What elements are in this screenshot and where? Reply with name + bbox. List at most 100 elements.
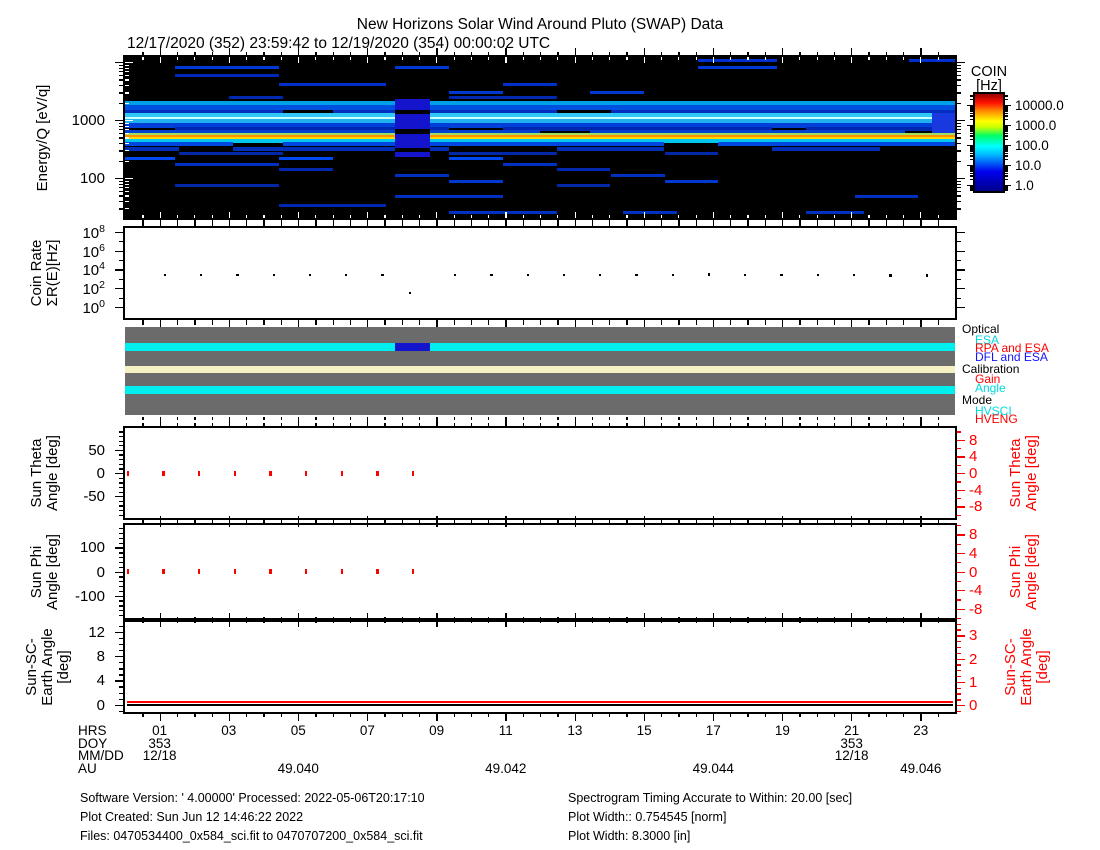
sun-phi-point (340, 569, 343, 574)
tick (211, 320, 213, 323)
tick (436, 714, 438, 721)
tick (816, 57, 818, 60)
tick (1005, 168, 1008, 170)
tick (228, 57, 231, 63)
tick (833, 320, 836, 323)
tick (557, 215, 559, 218)
tick (1005, 175, 1008, 177)
tick (470, 320, 473, 323)
tick (591, 714, 594, 717)
tick (902, 617, 905, 620)
tick (957, 208, 961, 210)
tick (970, 108, 973, 110)
tick (885, 520, 887, 523)
tick (505, 212, 507, 218)
earth-angle-red-line (127, 701, 953, 703)
tick (228, 219, 231, 226)
tick (970, 172, 973, 175)
tick (453, 417, 455, 420)
tick (781, 48, 784, 55)
tick (730, 417, 732, 420)
tick (115, 449, 123, 452)
footer-files: Files: 0470534400_0x584_sci.fit to 04707… (80, 829, 423, 843)
tick (540, 423, 542, 426)
tick (730, 57, 732, 60)
spectrogram-band (718, 142, 955, 147)
tick (194, 714, 196, 717)
tick (228, 318, 231, 325)
tick (115, 473, 123, 475)
tick (957, 658, 965, 660)
spectrogram-band (664, 151, 719, 155)
spectrogram-band (448, 95, 557, 99)
tick (970, 129, 973, 131)
tick (609, 423, 611, 426)
tick (937, 215, 939, 218)
tick (747, 520, 749, 523)
tick (643, 48, 645, 55)
tick (957, 67, 961, 69)
tick (119, 74, 123, 77)
tick (591, 617, 594, 620)
tick (609, 617, 611, 620)
tick (660, 423, 663, 426)
tick (453, 57, 455, 60)
spectrogram-band (805, 127, 955, 131)
tick (119, 668, 123, 670)
spectrogram-panel-frame (123, 55, 957, 220)
xaxis-value: 13 (567, 723, 583, 738)
tick (816, 215, 818, 218)
tick (540, 52, 542, 55)
tick (419, 322, 421, 325)
tick (119, 278, 123, 281)
status-stripe-optical-esa (125, 343, 955, 351)
tick (885, 423, 887, 426)
tick (194, 320, 196, 323)
tick (177, 617, 179, 620)
coin-rate-point (200, 274, 203, 277)
tick (246, 215, 248, 218)
tick (868, 322, 870, 325)
tick (246, 223, 248, 226)
tick (799, 617, 801, 620)
tick (609, 322, 611, 325)
tick (488, 520, 490, 523)
tick (332, 215, 334, 218)
tick (833, 423, 836, 426)
tick (540, 223, 542, 226)
tick (695, 520, 697, 523)
tick (263, 520, 265, 523)
tick (159, 417, 162, 424)
tick (115, 704, 123, 706)
tick (1005, 188, 1008, 190)
tick (626, 417, 628, 420)
tick (816, 220, 818, 223)
tick (712, 48, 715, 55)
sun-sc-earth-panel-frame (123, 620, 957, 714)
tick (540, 215, 542, 218)
tick (764, 215, 766, 218)
tick (695, 223, 697, 226)
colorbar-title-units: [Hz] (976, 78, 1002, 94)
tick (957, 180, 961, 182)
tick (119, 692, 123, 694)
tick (315, 520, 317, 523)
tick (799, 520, 801, 523)
ytick-label: 100 (79, 169, 105, 187)
ytick-label: 4 (96, 672, 105, 690)
tick (125, 79, 129, 81)
tick (263, 215, 265, 218)
tick (799, 223, 801, 226)
tick (609, 57, 611, 60)
coin-rate-point (236, 273, 239, 277)
tick (401, 215, 403, 218)
tick (799, 322, 801, 325)
tick (851, 516, 853, 523)
tick (119, 576, 123, 578)
tick (119, 491, 123, 493)
tick (125, 132, 129, 135)
spectrogram-band (589, 90, 644, 94)
tick (453, 215, 455, 218)
tick (401, 220, 404, 223)
sun-theta-point (376, 470, 379, 476)
